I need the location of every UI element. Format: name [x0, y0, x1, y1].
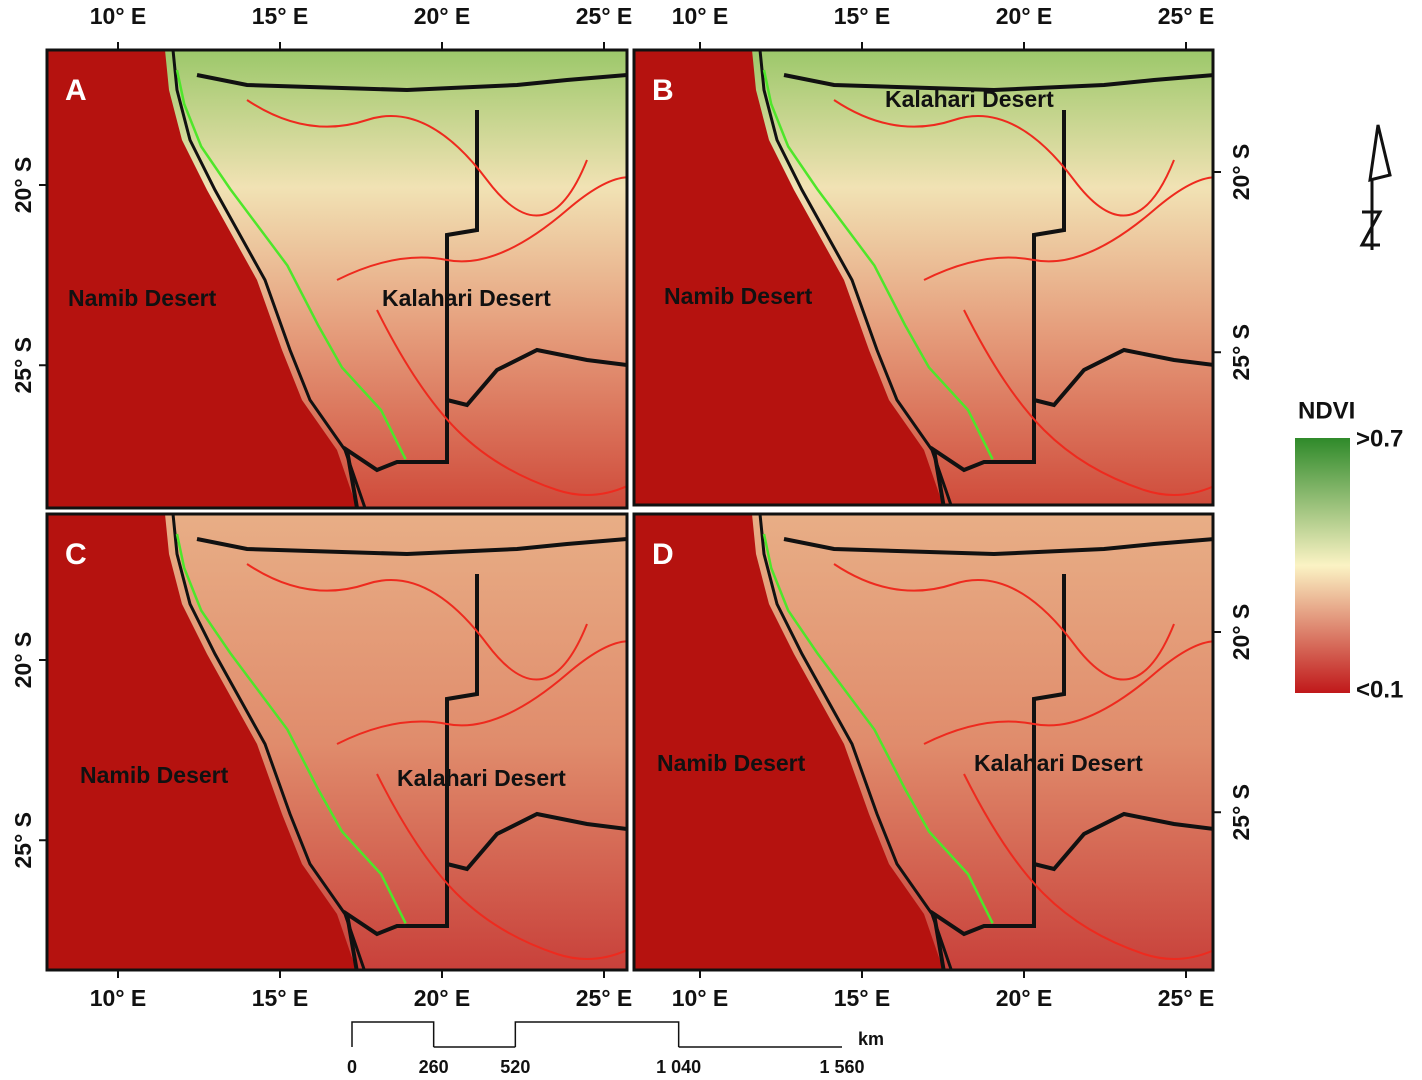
land [752, 50, 1213, 505]
legend-title: NDVI [1298, 397, 1355, 424]
longitude-label: 25° E [576, 3, 633, 29]
longitude-label: 10° E [672, 3, 729, 29]
longitude-label: 15° E [252, 985, 309, 1011]
scale-label: 260 [419, 1057, 449, 1077]
longitude-label: 20° E [414, 3, 471, 29]
longitude-label: 15° E [252, 3, 309, 29]
desert-boundary [762, 533, 994, 924]
country-border [783, 537, 1213, 557]
region-label: Namib Desert [657, 750, 806, 776]
latitude-label: 20° S [1228, 144, 1254, 201]
latitude-label: 25° S [1228, 784, 1254, 841]
country-border [446, 811, 627, 872]
panel-frame [632, 48, 1215, 507]
region-label: Namib Desert [68, 285, 217, 311]
longitude-label: 10° E [90, 3, 147, 29]
longitude-label: 25° E [1158, 3, 1215, 29]
country-border [446, 347, 627, 408]
panel-label: C [65, 538, 87, 571]
region-label: Kalahari Desert [397, 765, 566, 791]
land [165, 514, 627, 970]
map-panel: B Kalahari Desert Namib Desert 10° E 15° E 20… [632, 3, 1254, 507]
longitude-label: 25° E [1158, 985, 1215, 1011]
latitude-label: 20° S [10, 157, 36, 214]
legend-min: <0.1 [1356, 676, 1403, 703]
longitude-label: 15° E [834, 985, 891, 1011]
map-panel: A Namib Desert Kalahari Desert 10° E 15° E 20… [10, 3, 633, 510]
region-label: Kalahari Desert [382, 285, 551, 311]
region-label: Namib Desert [80, 762, 229, 788]
latitude-label: 25° S [10, 337, 36, 394]
panel-label: D [652, 538, 674, 571]
land [752, 514, 1213, 970]
region-label: Kalahari Desert [974, 750, 1143, 776]
longitude-label: 20° E [414, 985, 471, 1011]
map-panel: D Namib Desert Kalahari Desert 10° E 15° E 20… [632, 512, 1254, 1011]
longitude-label: 10° E [90, 985, 147, 1011]
map-panel: C Namib Desert Kalahari Desert 10° E 15° E 20… [10, 512, 633, 1011]
desert-boundary [762, 69, 994, 460]
latitude-label: 25° S [10, 812, 36, 869]
scale-segment [514, 1021, 680, 1047]
desert-boundary [175, 533, 407, 924]
land [165, 50, 627, 508]
coastline [758, 514, 953, 970]
north-arrow [1359, 124, 1392, 250]
longitude-label: 20° E [996, 985, 1053, 1011]
longitude-label: 10° E [672, 985, 729, 1011]
country-border [344, 110, 479, 508]
map-content [634, 50, 1213, 505]
scale-label: 1 560 [819, 1057, 864, 1077]
longitude-label: 20° E [996, 3, 1053, 29]
longitude-label: 25° E [576, 985, 633, 1011]
legend: NDVI >0.7 <0.1 [1295, 397, 1403, 703]
country-border [1033, 347, 1213, 408]
panel-frame [45, 512, 629, 972]
scale-unit: km [858, 1029, 884, 1049]
country-border [344, 574, 479, 970]
scale-label: 0 [347, 1057, 357, 1077]
latitude-label: 20° S [10, 632, 36, 689]
country-border [196, 537, 627, 557]
panel-label: A [65, 74, 87, 107]
latitude-label: 25° S [1228, 324, 1254, 381]
country-border [1033, 811, 1213, 872]
map-content [47, 50, 627, 508]
region-label: Kalahari Desert [885, 86, 1054, 112]
panel-frame [632, 512, 1215, 972]
coastline [171, 50, 367, 508]
region-label: Namib Desert [664, 283, 813, 309]
map-content [634, 514, 1213, 970]
desert-boundary [175, 69, 407, 460]
country-border [783, 73, 1213, 93]
panel-label: B [652, 74, 674, 107]
country-border [931, 110, 1066, 505]
coastline [171, 514, 366, 970]
scale-label: 1 040 [656, 1057, 701, 1077]
map-content [47, 514, 627, 970]
legend-max: >0.7 [1356, 425, 1403, 452]
longitude-label: 15° E [834, 3, 891, 29]
panel-frame [45, 48, 629, 510]
latitude-label: 20° S [1228, 604, 1254, 661]
country-border [931, 574, 1066, 970]
country-border [196, 73, 627, 93]
coastline [758, 50, 953, 505]
scale-segment [351, 1021, 435, 1047]
scale-bar: 0 260 520 1 040 1 560 [347, 1021, 865, 1077]
scale-label: 520 [500, 1057, 530, 1077]
legend-colorbar [1295, 438, 1350, 693]
